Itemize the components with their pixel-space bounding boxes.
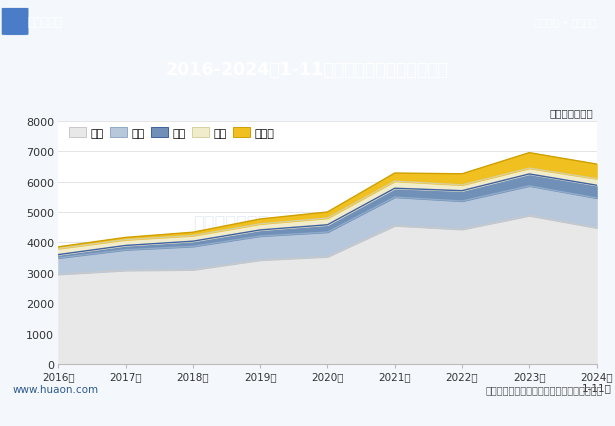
Text: 数据来源：国家统计局，华经产业研究院整理: 数据来源：国家统计局，华经产业研究院整理 (485, 384, 603, 394)
Text: www.huaon.com: www.huaon.com (179, 256, 282, 269)
Text: 专业严谨 • 客观科学: 专业严谨 • 客观科学 (534, 17, 597, 27)
Text: www.huaon.com: www.huaon.com (12, 384, 98, 394)
Legend: 火力, 核能, 风力, 水力, 太阳能: 火力, 核能, 风力, 水力, 太阳能 (69, 128, 274, 138)
FancyBboxPatch shape (1, 9, 29, 36)
Text: 华经情报网: 华经情报网 (28, 16, 63, 29)
Text: 2016-2024年1-11月广东省各发电类型发电量: 2016-2024年1-11月广东省各发电类型发电量 (166, 61, 449, 79)
Text: 单位：亿千瓦时: 单位：亿千瓦时 (550, 107, 593, 118)
Text: 华经产业研究院: 华经产业研究院 (193, 214, 268, 232)
